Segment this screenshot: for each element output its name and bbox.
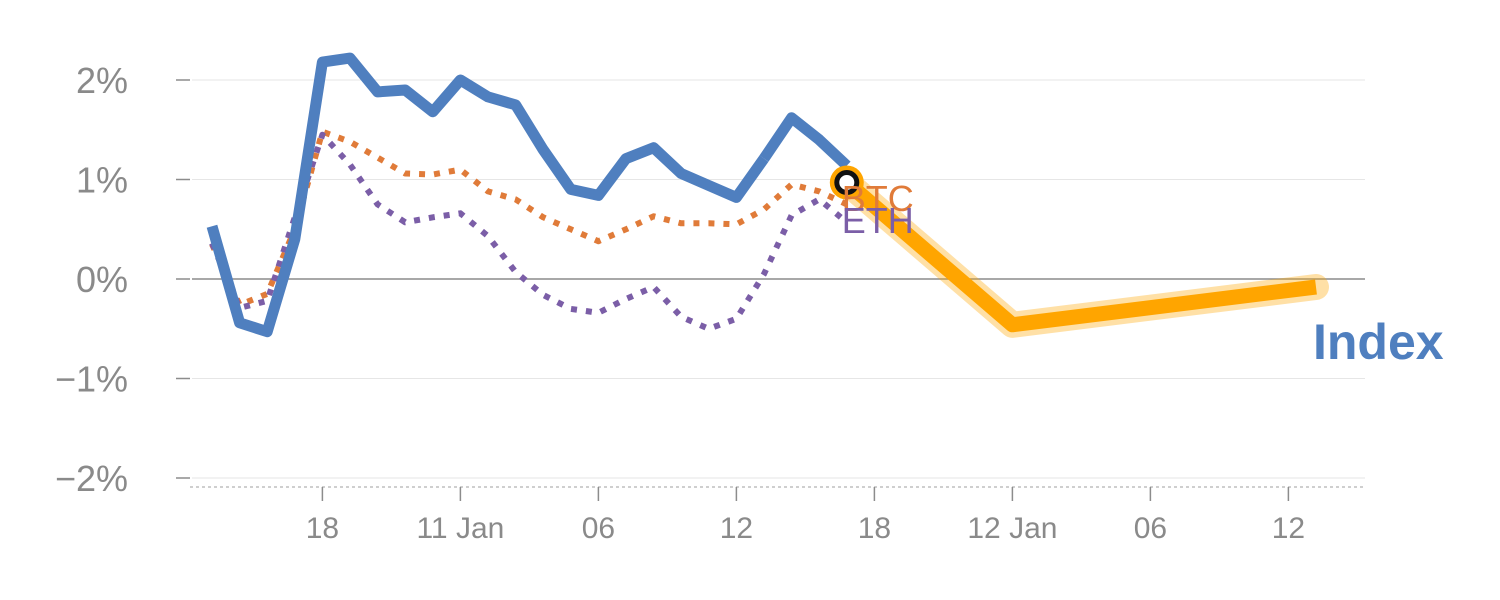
x-tick-label-0: 18 <box>306 512 339 545</box>
x-tick-label-7: 12 <box>1272 512 1305 545</box>
series-label-btc: BTC <box>842 178 914 219</box>
x-tick-label-5: 12 Jan <box>967 512 1057 545</box>
series-line-index-forecast-glow <box>833 169 1329 338</box>
series-label-eth: ETH <box>842 200 914 241</box>
y-tick-label-0: 2% <box>76 60 128 101</box>
x-tick-label-3: 12 <box>720 512 753 545</box>
x-tick-label-6: 06 <box>1134 512 1167 545</box>
series-line-index-forecast <box>841 176 1317 333</box>
x-tick-label-4: 18 <box>858 512 891 545</box>
y-tick-label-3: −1% <box>55 359 128 400</box>
axes: 2% 1% 0% −1% −2% 18 11 Jan 06 12 18 12 Jan 06 12 <box>55 60 1365 545</box>
series-label-index: Index <box>1313 314 1444 370</box>
y-tick-label-4: −2% <box>55 458 128 499</box>
y-tick-label-1: 1% <box>76 160 128 201</box>
series-lines <box>206 52 1329 338</box>
series-line-index-continued- <box>759 112 851 170</box>
y-tick-label-2: 0% <box>76 259 128 300</box>
series-line-eth <box>209 131 849 332</box>
x-tick-label-2: 06 <box>582 512 615 545</box>
gridlines <box>192 79 1365 479</box>
series-line-btc <box>209 128 849 308</box>
series-line-index <box>206 52 769 338</box>
highlight-marker <box>834 169 860 195</box>
x-tick-label-1: 11 Jan <box>416 512 504 545</box>
